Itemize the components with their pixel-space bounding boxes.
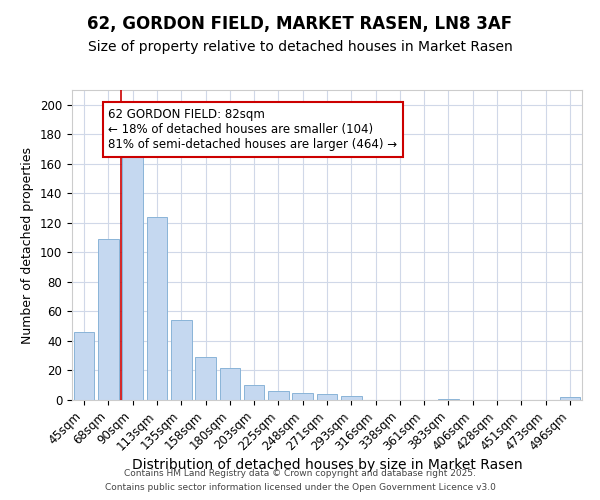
- Text: Size of property relative to detached houses in Market Rasen: Size of property relative to detached ho…: [88, 40, 512, 54]
- Y-axis label: Number of detached properties: Number of detached properties: [22, 146, 34, 344]
- Bar: [74, 332, 94, 400]
- Bar: [268, 391, 289, 400]
- Bar: [146, 217, 167, 400]
- Bar: [244, 385, 265, 400]
- Bar: [195, 357, 216, 400]
- Text: 62 GORDON FIELD: 82sqm
← 18% of detached houses are smaller (104)
81% of semi-de: 62 GORDON FIELD: 82sqm ← 18% of detached…: [109, 108, 398, 150]
- Bar: [560, 397, 580, 400]
- Text: 62, GORDON FIELD, MARKET RASEN, LN8 3AF: 62, GORDON FIELD, MARKET RASEN, LN8 3AF: [88, 15, 512, 33]
- Bar: [122, 156, 143, 400]
- Bar: [341, 396, 362, 400]
- Bar: [220, 368, 240, 400]
- Bar: [292, 392, 313, 400]
- Bar: [438, 398, 459, 400]
- Bar: [171, 320, 191, 400]
- Text: Contains public sector information licensed under the Open Government Licence v3: Contains public sector information licen…: [104, 484, 496, 492]
- Text: Contains HM Land Registry data © Crown copyright and database right 2025.: Contains HM Land Registry data © Crown c…: [124, 468, 476, 477]
- X-axis label: Distribution of detached houses by size in Market Rasen: Distribution of detached houses by size …: [131, 458, 523, 472]
- Bar: [98, 239, 119, 400]
- Bar: [317, 394, 337, 400]
